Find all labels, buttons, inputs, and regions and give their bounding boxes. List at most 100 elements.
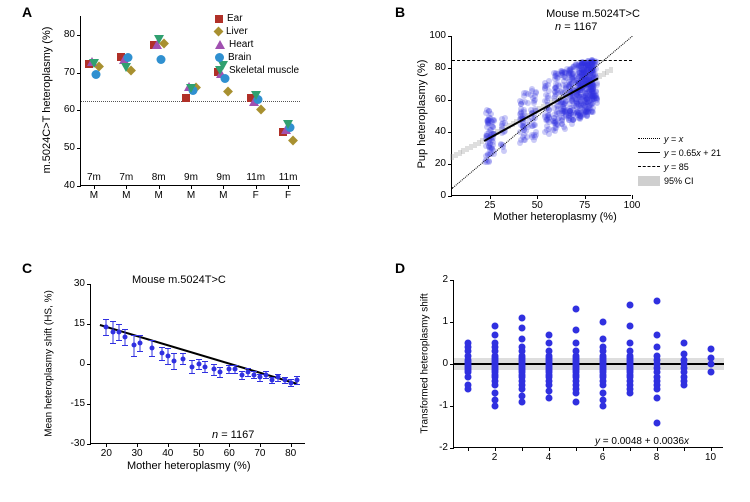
panel-b-point: [490, 124, 496, 130]
panel-a-point: [251, 91, 261, 103]
panel-c-point: [233, 367, 238, 372]
panel-b-ylabel: Pup heteroplasmy (%): [416, 34, 428, 194]
panel-d-point: [491, 403, 498, 410]
legend-item: Liver: [215, 25, 299, 38]
legend-item: Heart: [215, 38, 299, 51]
panel-c-point: [150, 346, 155, 351]
panel-d-point: [680, 377, 687, 384]
panel-d-point: [518, 392, 525, 399]
panel-b-point: [561, 124, 567, 130]
panel-b-point: [552, 89, 558, 95]
panel-b-point: [484, 107, 490, 113]
panel-b-point: [588, 87, 594, 93]
panel-d-point: [626, 302, 633, 309]
panel-d-point: [572, 327, 579, 334]
panel-b-point: [533, 89, 539, 95]
panel-c-xlabel: Mother heteroplasmy (%): [127, 460, 251, 472]
panel-d-point: [491, 340, 498, 347]
legend-item: Skeletal muscle: [215, 64, 299, 77]
panel-d-point: [653, 331, 660, 338]
panel-b-point: [521, 109, 527, 115]
panel-d-point: [518, 314, 525, 321]
panel-d-point: [680, 340, 687, 347]
legend-item: 95% CI: [638, 174, 721, 188]
panel-c-point: [270, 378, 275, 383]
panel-c-ylabel: Mean heteroplasmy shift (HS, %): [44, 269, 55, 459]
panel-d-point: [626, 323, 633, 330]
panel-d-point: [707, 346, 714, 353]
panel-c-point: [196, 362, 201, 367]
panel-d-point: [707, 369, 714, 376]
panel-d-point: [599, 319, 606, 326]
panel-b-point: [560, 82, 566, 88]
panel-c-point: [264, 372, 269, 377]
panel-d-point: [518, 398, 525, 405]
legend-item: Brain: [215, 51, 299, 64]
panel-d-point: [680, 356, 687, 363]
panel-c-point: [251, 372, 256, 377]
panel-a-point: [283, 120, 293, 132]
panel-d-point: [518, 335, 525, 342]
panel-c: C Mouse m.5024T>C -30-150153020304050607…: [22, 260, 362, 490]
legend-item: y = x: [638, 132, 721, 146]
panel-b-point: [531, 98, 537, 104]
panel-c-point: [138, 340, 143, 345]
panel-d-point: [572, 340, 579, 347]
panel-d-point: [626, 340, 633, 347]
legend-item: Ear: [215, 12, 299, 25]
panel-b-point: [567, 68, 573, 74]
panel-c-plot: -30-150153020304050607080: [90, 284, 305, 444]
panel-c-point: [218, 370, 223, 375]
panel-b-plot: 020406080100255075100: [451, 36, 631, 196]
panel-c-point: [276, 375, 281, 380]
panel-c-point: [190, 364, 195, 369]
panel-c-point: [245, 370, 250, 375]
panel-c-n: n = 1167: [212, 429, 254, 441]
panel-a-label: A: [22, 4, 32, 20]
panel-b-point: [568, 116, 574, 122]
panel-c-point: [257, 375, 262, 380]
panel-d-point: [518, 325, 525, 332]
panel-b-title: Mouse m.5024T>C: [508, 8, 678, 20]
panel-d-point: [653, 352, 660, 359]
panel-d: D -2-1012 2 4 6 8 10 Transformed heterop…: [395, 260, 740, 490]
panel-c-point: [202, 364, 207, 369]
panel-c-point: [116, 330, 121, 335]
panel-b-point: [522, 99, 528, 105]
panel-b-point: [542, 80, 548, 86]
panel-c-point: [132, 343, 137, 348]
panel-d-point: [680, 350, 687, 357]
panel-a-point: [156, 55, 165, 67]
panel-a: A 40506070807mM7mM8mM9mM9mM11mF11mF m.50…: [22, 4, 362, 224]
legend-item: y = 85: [638, 160, 721, 174]
panel-d-point: [626, 386, 633, 393]
panel-d-point: [518, 344, 525, 351]
panel-d-point: [599, 335, 606, 342]
panel-c-point: [227, 367, 232, 372]
panel-d-point: [599, 396, 606, 403]
panel-d-point: [653, 386, 660, 393]
panel-a-point: [89, 59, 99, 71]
panel-a-point: [186, 84, 196, 96]
panel-d-point: [572, 390, 579, 397]
panel-d-label: D: [395, 260, 405, 276]
panel-c-point: [181, 356, 186, 361]
panel-d-point: [491, 323, 498, 330]
panel-b-point: [594, 97, 600, 103]
panel-d-point: [545, 388, 552, 395]
panel-a-point: [154, 35, 164, 47]
panel-c-point: [110, 330, 115, 335]
panel-d-point: [572, 398, 579, 405]
panel-d-point: [653, 419, 660, 426]
panel-d-point: [545, 331, 552, 338]
panel-d-point: [491, 396, 498, 403]
panel-b-point: [594, 82, 600, 88]
panel-d-equation: y = 0.0048 + 0.0036x: [595, 436, 689, 447]
panel-c-point: [159, 351, 164, 356]
panel-d-point: [707, 361, 714, 368]
panel-d-point: [464, 340, 471, 347]
panel-b-legend: y = xy = 0.65x + 21y = 8595% CI: [638, 132, 721, 188]
panel-c-point: [282, 378, 287, 383]
panel-d-point: [653, 394, 660, 401]
panel-b-n: n = 1167: [555, 21, 597, 33]
